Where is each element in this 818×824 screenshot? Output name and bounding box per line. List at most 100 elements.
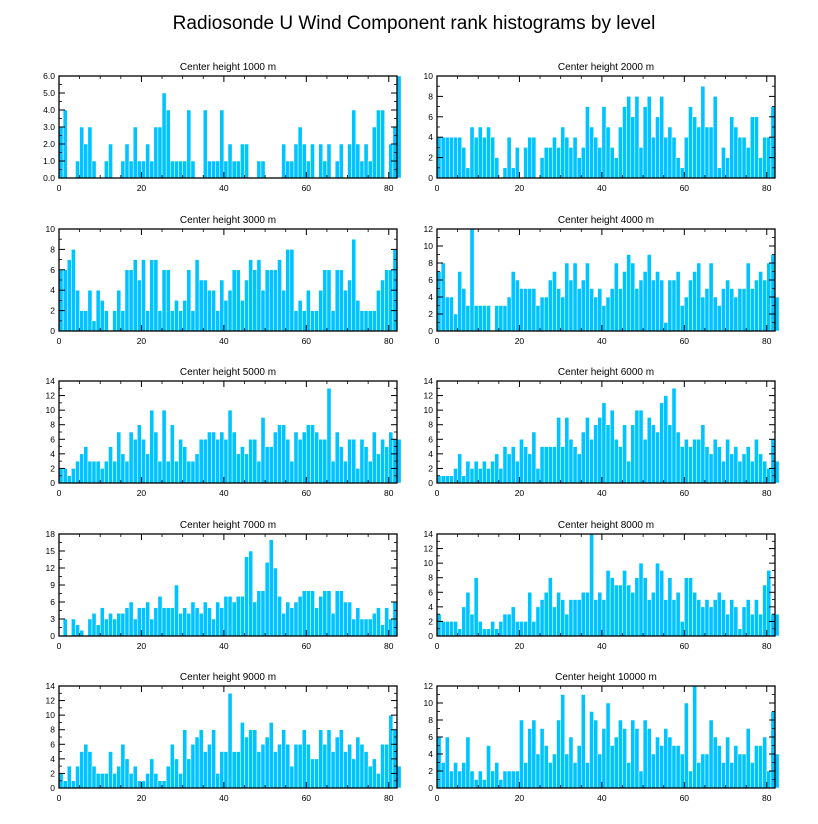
bar: [688, 577, 693, 637]
bar: [601, 106, 607, 179]
bar: [165, 269, 171, 332]
bar: [297, 596, 303, 637]
bar: [663, 322, 669, 332]
bar: [244, 736, 249, 789]
bar: [347, 439, 352, 484]
bar: [568, 439, 574, 484]
bar: [741, 606, 747, 637]
bar: [502, 770, 508, 789]
bar: [646, 254, 652, 332]
bar: [380, 109, 385, 179]
bar: [461, 606, 467, 637]
y-tick-label: 6: [428, 112, 433, 122]
x-tick-label: 0: [57, 488, 62, 498]
bar: [277, 744, 282, 789]
bar: [741, 453, 747, 484]
bar: [642, 439, 648, 484]
bar: [231, 160, 237, 179]
bar: [104, 160, 109, 179]
bar: [363, 143, 369, 179]
bar: [762, 584, 768, 637]
x-tick-label: 0: [57, 336, 62, 346]
y-tick-label: 6.0: [43, 71, 55, 81]
bar: [351, 618, 357, 637]
bar: [108, 143, 113, 179]
bar: [659, 279, 664, 332]
bar: [750, 116, 755, 179]
bar: [231, 601, 237, 637]
bar: [506, 453, 512, 484]
y-tick-label: 15: [46, 546, 56, 556]
bar: [211, 160, 216, 179]
bar: [605, 570, 611, 637]
bar: [696, 439, 702, 484]
bar: [556, 417, 561, 484]
bar: [334, 736, 340, 789]
bar: [754, 599, 759, 637]
bar: [231, 431, 237, 484]
bar: [523, 446, 528, 484]
bar: [593, 136, 599, 179]
bar: [260, 417, 266, 484]
bar: [766, 570, 772, 637]
bar: [494, 305, 500, 332]
panel-title: Center height 6000 m: [558, 367, 654, 378]
bar: [153, 431, 159, 484]
bar: [203, 439, 208, 484]
bar: [618, 584, 623, 637]
bar: [363, 751, 369, 789]
bar: [91, 460, 97, 484]
bar: [449, 475, 454, 484]
bar: [453, 468, 458, 484]
panel-title: Center height 1000 m: [180, 62, 276, 73]
bar: [326, 729, 332, 789]
bar: [457, 628, 462, 637]
bar: [314, 758, 319, 789]
bar: [87, 289, 93, 332]
bar: [330, 613, 336, 637]
bar: [137, 160, 142, 179]
bar: [675, 157, 681, 179]
y-tick-label: 2: [50, 463, 55, 473]
bar: [124, 269, 130, 332]
bar: [83, 310, 89, 332]
bar: [556, 147, 561, 179]
bar: [322, 160, 328, 179]
panel-9: Center height 9000 m 0 20 40 60 80 0 2 4 6 8 10 12 14: [46, 672, 402, 803]
bar: [502, 613, 508, 637]
bar: [482, 460, 487, 484]
bar: [556, 288, 561, 332]
bar: [104, 773, 109, 789]
bar: [708, 719, 714, 789]
y-tick-label: 4: [50, 449, 55, 459]
bar: [675, 431, 681, 484]
x-tick-label: 60: [680, 488, 690, 498]
y-tick-label: 12: [424, 391, 434, 401]
bar: [277, 596, 282, 637]
bar: [223, 596, 229, 637]
bar: [531, 288, 537, 332]
bar: [609, 577, 615, 637]
y-tick-label: 10: [424, 241, 434, 251]
bar: [667, 424, 673, 484]
bar: [351, 238, 357, 332]
x-tick-label: 80: [762, 336, 772, 346]
bar: [227, 143, 233, 179]
bar: [359, 439, 365, 484]
bar: [66, 259, 72, 332]
bar: [227, 693, 233, 789]
bar: [704, 126, 710, 179]
bar: [306, 744, 311, 789]
bar: [704, 288, 710, 332]
bar: [531, 621, 537, 637]
bar: [465, 167, 471, 179]
bar: [626, 460, 631, 484]
bar: [626, 584, 631, 637]
bar: [281, 289, 286, 332]
y-tick-label: 0: [50, 783, 55, 793]
bar: [248, 729, 253, 789]
bar: [589, 533, 594, 637]
bar: [581, 592, 586, 637]
bar: [380, 744, 385, 789]
